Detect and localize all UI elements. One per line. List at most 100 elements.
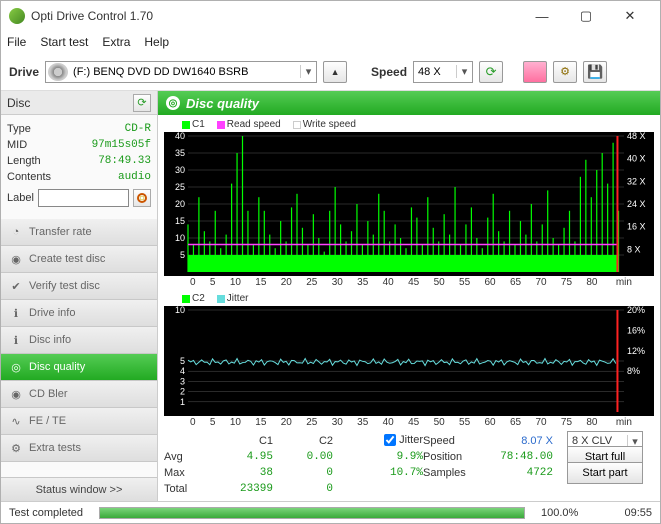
statusbar: Test completed 100.0% 09:55 — [1, 501, 660, 523]
save-button[interactable]: 💾 — [583, 61, 607, 83]
label-target-button[interactable] — [133, 189, 151, 207]
length-label: Length — [7, 153, 41, 169]
nav-create-test-disc[interactable]: ◉Create test disc — [1, 246, 157, 273]
chevron-down-icon: ▾ — [456, 65, 472, 78]
type-value: CD-R — [125, 121, 151, 137]
elapsed-time: 09:55 — [607, 507, 652, 519]
svg-text:8%: 8% — [627, 366, 640, 376]
nav-extra-tests[interactable]: ⚙ Extra tests — [1, 435, 157, 462]
nav-label: Verify test disc — [29, 280, 100, 292]
quality-icon: ◎ — [166, 96, 180, 110]
speed-select[interactable]: 48 X ▾ — [413, 61, 473, 83]
close-button[interactable]: ✕ — [608, 2, 652, 30]
mid-value: 97m15s05f — [92, 137, 151, 153]
nav-fe-te[interactable]: ∿FE / TE — [1, 408, 157, 435]
max-c1: 38 — [213, 467, 273, 479]
erase-button[interactable] — [523, 61, 547, 83]
total-label: Total — [158, 483, 213, 495]
svg-text:5: 5 — [180, 356, 185, 366]
svg-text:48 X: 48 X — [627, 132, 646, 141]
svg-text:15: 15 — [175, 216, 185, 226]
type-label: Type — [7, 121, 31, 137]
disc-info-block: TypeCD-R MID97m15s05f Length78:49.33 Con… — [1, 115, 157, 213]
svg-text:20%: 20% — [627, 306, 645, 315]
legend-write: Write speed — [293, 119, 356, 130]
gear-icon: ⚙ — [9, 441, 23, 455]
start-part-button[interactable]: Start part — [567, 462, 643, 484]
speed-col-label: Speed — [423, 435, 493, 447]
section-header: ◎ Disc quality — [158, 91, 660, 115]
jitter-checkbox[interactable]: Jitter — [384, 434, 423, 446]
nav-list: ◔Transfer rate ◉Create test disc ✔Verify… — [1, 219, 157, 462]
legend-jitter: Jitter — [217, 293, 249, 304]
nav-label: Drive info — [29, 307, 75, 319]
refresh-disc-button[interactable]: ⟳ — [133, 94, 151, 112]
menu-help[interactable]: Help — [144, 35, 169, 49]
nav-disc-quality[interactable]: ◎ Disc quality — [1, 354, 157, 381]
app-window: Opti Drive Control 1.70 — ▢ ✕ File Start… — [0, 0, 661, 524]
minimize-button[interactable]: — — [520, 2, 564, 30]
svg-text:24 X: 24 X — [627, 199, 646, 209]
quality-icon: ◎ — [9, 360, 23, 374]
nav-label: Create test disc — [29, 253, 105, 265]
total-c1: 23399 — [213, 483, 273, 495]
disc-icon: ◉ — [9, 387, 23, 401]
label-input[interactable] — [38, 189, 129, 207]
nav-drive-info[interactable]: ℹDrive info — [1, 300, 157, 327]
svg-text:3: 3 — [180, 376, 185, 386]
svg-text:35: 35 — [175, 148, 185, 158]
status-window-toggle[interactable]: Status window >> — [1, 477, 157, 501]
speed-label: Speed — [371, 65, 407, 79]
nav-verify-test-disc[interactable]: ✔Verify test disc — [1, 273, 157, 300]
disc-icon — [48, 63, 68, 81]
svg-text:16%: 16% — [627, 325, 645, 335]
nav-disc-info[interactable]: ℹDisc info — [1, 327, 157, 354]
left-panel: Disc ⟳ TypeCD-R MID97m15s05f Length78:49… — [1, 91, 158, 501]
nav-label: Disc info — [29, 334, 71, 346]
max-jitter: 10.7% — [333, 467, 423, 479]
status-text: Test completed — [9, 507, 83, 519]
chart1-legend: C1 Read speed Write speed — [182, 119, 654, 130]
legend-c2: C2 — [182, 293, 205, 304]
length-value: 78:49.33 — [98, 153, 151, 169]
options-button[interactable] — [553, 61, 577, 83]
maximize-button[interactable]: ▢ — [564, 2, 608, 30]
svg-text:16 X: 16 X — [627, 222, 646, 232]
svg-text:5: 5 — [180, 250, 185, 260]
status-window-label: Status window >> — [36, 484, 123, 496]
drive-select[interactable]: (F:) BENQ DVD DD DW1640 BSRB ▾ — [45, 61, 317, 83]
chart2-legend: C2 Jitter — [182, 293, 654, 304]
svg-text:25: 25 — [175, 182, 185, 192]
menu-start-test[interactable]: Start test — [40, 35, 88, 49]
nav-transfer-rate[interactable]: ◔Transfer rate — [1, 219, 157, 246]
nav-label: Extra tests — [29, 442, 81, 454]
avg-c1: 4.95 — [213, 451, 273, 463]
progress-bar — [99, 507, 525, 519]
menubar: File Start test Extra Help — [1, 31, 660, 53]
drive-label: Drive — [9, 65, 39, 79]
stats-table: C1 C2 Jitter Speed 8.07 X 8 X CLV▾ Avg 4… — [158, 429, 660, 497]
jitter-label: Jitter — [399, 434, 423, 446]
progress-pct: 100.0% — [541, 507, 591, 519]
nav-label: Disc quality — [29, 361, 85, 373]
total-c2: 0 — [273, 483, 333, 495]
label-label: Label — [7, 192, 34, 204]
svg-text:10: 10 — [175, 233, 185, 243]
legend-c1: C1 — [182, 119, 205, 130]
menu-extra[interactable]: Extra — [102, 35, 130, 49]
chart1-xticks: 05101520253035404550556065707580min — [164, 276, 654, 289]
samples-value: 4722 — [493, 467, 553, 479]
eject-button[interactable] — [323, 61, 347, 83]
menu-file[interactable]: File — [7, 35, 26, 49]
contents-label: Contents — [7, 169, 51, 185]
speed-select-value: 48 X — [418, 66, 441, 78]
svg-text:2: 2 — [180, 387, 185, 397]
c1-chart: 5101520253035408 X16 X24 X32 X40 X48 X — [164, 132, 654, 276]
svg-text:8 X: 8 X — [627, 244, 641, 254]
nav-cd-bler[interactable]: ◉CD Bler — [1, 381, 157, 408]
chart2-xticks: 05101520253035404550556065707580min — [164, 416, 654, 429]
svg-text:10: 10 — [175, 306, 185, 315]
refresh-button[interactable]: ⟳ — [479, 61, 503, 83]
charts-area: C1 Read speed Write speed 51015202530354… — [158, 115, 660, 429]
samples-label: Samples — [423, 467, 493, 479]
